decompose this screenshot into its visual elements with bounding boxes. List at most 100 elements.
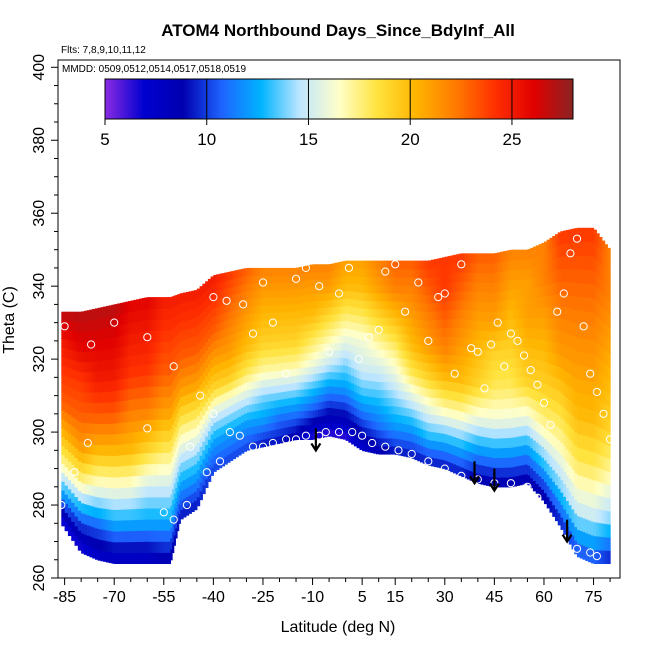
heatmap-cell — [268, 408, 272, 417]
heatmap-cell — [461, 420, 465, 431]
heatmap-cell — [373, 276, 377, 286]
heatmap-cell — [331, 285, 336, 293]
heatmap-cell — [103, 518, 107, 531]
heatmap-cell — [163, 485, 166, 498]
heatmap-cell — [439, 371, 443, 381]
heatmap-cell — [262, 305, 267, 314]
heatmap-cell — [364, 443, 369, 452]
heatmap-cell — [97, 507, 102, 519]
heatmap-cell — [74, 418, 79, 430]
heatmap-cell — [130, 541, 135, 554]
heatmap-cell — [568, 229, 573, 244]
heatmap-cell — [499, 251, 504, 263]
heatmap-cell — [436, 345, 440, 355]
heatmap-cell — [273, 289, 278, 298]
heatmap-cell — [202, 318, 206, 329]
heatmap-cell — [461, 448, 465, 459]
heatmap-cell — [373, 445, 377, 454]
heatmap-cell — [318, 322, 322, 330]
heatmap-cell — [172, 370, 175, 383]
heatmap-cell — [582, 545, 586, 560]
heatmap-cell — [318, 416, 322, 424]
heatmap-cell — [290, 433, 294, 441]
heatmap-cell — [114, 336, 118, 348]
flight-sample-point — [606, 435, 615, 444]
heatmap-cell — [323, 343, 327, 352]
heatmap-cell — [61, 454, 66, 464]
heatmap-cell — [116, 390, 121, 402]
heatmap-cell — [260, 349, 264, 359]
heatmap-cell — [552, 469, 556, 482]
heatmap-cell — [271, 378, 275, 387]
heatmap-cell — [235, 355, 239, 364]
heatmap-cell — [557, 342, 562, 355]
heatmap-cell — [389, 357, 394, 366]
heatmap-cell — [571, 335, 575, 350]
heatmap-cell — [607, 510, 611, 525]
heatmap-cell — [513, 397, 518, 408]
heatmap-cell — [356, 284, 360, 293]
heatmap-cell — [552, 247, 556, 260]
heatmap-cell — [130, 497, 135, 510]
heatmap-cell — [243, 390, 248, 399]
heatmap-cell — [114, 304, 118, 316]
heatmap-cell — [408, 440, 413, 450]
heatmap-cell — [486, 417, 490, 428]
heatmap-cell — [224, 280, 228, 290]
heatmap-cell — [403, 407, 407, 416]
heatmap-cell — [167, 507, 169, 520]
heatmap-cell — [67, 432, 72, 443]
heatmap-cell — [516, 357, 520, 369]
heatmap-cell — [282, 369, 286, 378]
heatmap-cell — [433, 397, 438, 407]
heatmap-cell — [127, 508, 132, 521]
heatmap-cell — [450, 408, 454, 419]
heatmap-cell — [150, 341, 154, 354]
heatmap-cell — [251, 396, 256, 405]
heatmap-cell — [601, 401, 606, 417]
heatmap-cell — [183, 414, 187, 425]
heatmap-cell — [477, 330, 482, 341]
heatmap-cell — [442, 397, 446, 408]
heatmap-cell — [309, 286, 314, 295]
heatmap-cell — [167, 341, 169, 354]
heatmap-cell — [337, 320, 341, 329]
heatmap-cell — [150, 507, 154, 520]
heatmap-cell — [108, 444, 113, 456]
heatmap-cell — [185, 310, 190, 321]
heatmap-cell — [290, 267, 294, 276]
heatmap-cell — [158, 297, 162, 309]
heatmap-cell — [455, 382, 460, 393]
heatmap-cell — [279, 348, 283, 356]
heatmap-cell — [105, 359, 110, 371]
heatmap-cell — [136, 376, 140, 388]
heatmap-cell — [167, 530, 169, 542]
heatmap-cell — [392, 373, 396, 383]
heatmap-cell — [408, 293, 413, 303]
heatmap-cell — [144, 463, 148, 476]
heatmap-cell — [543, 492, 548, 505]
heatmap-cell — [557, 281, 562, 294]
heatmap-cell — [386, 260, 391, 270]
heatmap-cell — [161, 319, 165, 331]
heatmap-cell — [486, 311, 490, 322]
heatmap-cell — [464, 449, 468, 460]
heatmap-cell — [563, 357, 567, 371]
heatmap-cell — [180, 387, 184, 398]
heatmap-cell — [94, 496, 99, 508]
heatmap-cell — [235, 394, 239, 403]
heatmap-cell — [74, 477, 79, 488]
heatmap-cell — [582, 462, 586, 477]
heatmap-cell — [260, 312, 264, 321]
heatmap-cell — [585, 504, 589, 520]
heatmap-cell — [309, 381, 314, 389]
heatmap-cell — [560, 516, 564, 530]
heatmap-cell — [265, 275, 270, 284]
heatmap-cell — [108, 476, 113, 489]
heatmap-cell — [262, 319, 267, 329]
heatmap-cell — [221, 281, 225, 290]
heatmap-cell — [342, 416, 347, 425]
heatmap-cell — [133, 541, 137, 554]
heatmap-cell — [455, 309, 460, 319]
heatmap-cell — [519, 474, 523, 486]
